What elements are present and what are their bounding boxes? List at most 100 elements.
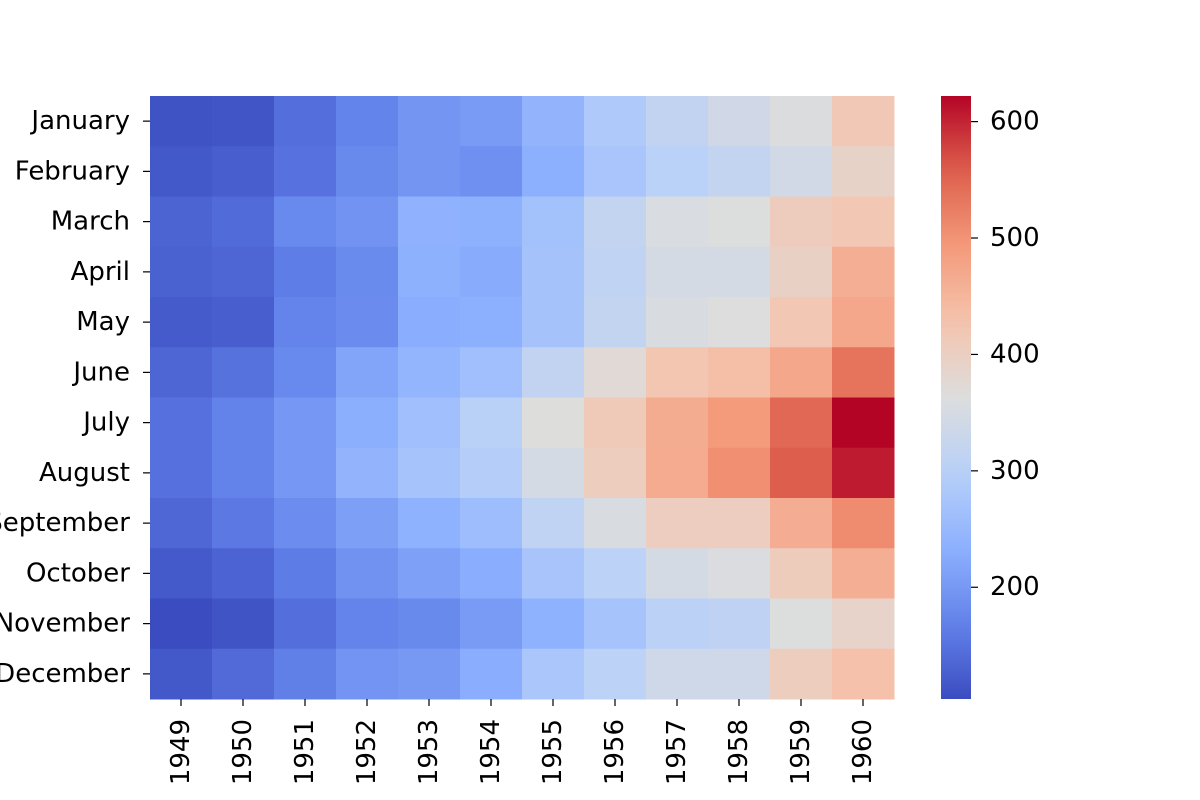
heatmap-cell — [646, 347, 709, 398]
heatmap-cell — [336, 447, 399, 499]
heatmap-cell — [708, 498, 771, 549]
heatmap-cell — [832, 196, 895, 248]
heatmap-cell — [398, 397, 461, 449]
heatmap-cell — [212, 146, 275, 197]
heatmap-cell — [584, 498, 647, 549]
heatmap-cell — [398, 347, 461, 398]
heatmap-cell — [584, 146, 647, 197]
heatmap-cell — [460, 447, 523, 499]
x-tick-label: 1958 — [724, 719, 754, 785]
heatmap-cell — [212, 347, 275, 398]
heatmap-cell — [832, 146, 895, 197]
heatmap-cell — [770, 598, 833, 650]
y-tick-label: November — [0, 609, 130, 639]
heatmap-cell — [398, 648, 461, 700]
heatmap-cell — [150, 196, 213, 248]
heatmap-cell — [708, 598, 771, 650]
heatmap-cell — [522, 598, 585, 650]
heatmap-cell — [398, 498, 461, 549]
heatmap-cell — [522, 96, 585, 147]
heatmap-cell — [150, 447, 213, 499]
heatmap-cell — [708, 196, 771, 248]
x-tick-label: 1951 — [290, 719, 320, 785]
heatmap-cell — [584, 196, 647, 248]
heatmap-cell — [212, 397, 275, 449]
heatmap-cell — [832, 347, 895, 398]
x-tick-label: 1952 — [352, 719, 382, 785]
heatmap-cell — [460, 297, 523, 348]
heatmap-cell — [460, 598, 523, 650]
heatmap-cell — [150, 297, 213, 348]
heatmap-cell — [274, 548, 337, 599]
heatmap-cell — [212, 246, 275, 298]
heatmap-cell — [646, 297, 709, 348]
heatmap-cell — [212, 598, 275, 650]
heatmap-cell — [770, 246, 833, 298]
heatmap-cell — [832, 447, 895, 499]
heatmap-cell — [460, 96, 523, 147]
heatmap-cell — [646, 96, 709, 147]
heatmap-cell — [274, 96, 337, 147]
heatmap-cell — [274, 648, 337, 700]
heatmap-cell — [522, 447, 585, 499]
heatmap-cell — [150, 598, 213, 650]
colorbar-tick-label: 600 — [990, 107, 1040, 137]
heatmap-cell — [274, 447, 337, 499]
heatmap-cell — [150, 648, 213, 700]
colorbar-tick-label: 300 — [990, 456, 1040, 486]
heatmap-cell — [584, 96, 647, 147]
heatmap-cell — [522, 146, 585, 197]
colorbar-ticks: 200 300 400 500 600 — [971, 107, 1040, 602]
y-tick-label: October — [26, 558, 130, 588]
heatmap-cell — [832, 548, 895, 599]
heatmap-cell — [150, 96, 213, 147]
heatmap-cell — [708, 96, 771, 147]
y-tick-label: June — [71, 357, 130, 387]
heatmap-cell — [708, 648, 771, 700]
heatmap-cell — [398, 447, 461, 499]
heatmap-cell — [646, 196, 709, 248]
heatmap-cell — [584, 548, 647, 599]
heatmap-cell — [646, 397, 709, 449]
heatmap-cell — [336, 297, 399, 348]
heatmap-cell — [770, 196, 833, 248]
heatmap-cells — [150, 96, 895, 700]
heatmap-cell — [274, 297, 337, 348]
heatmap-cell — [770, 648, 833, 700]
heatmap-cell — [770, 96, 833, 147]
y-tick-label: February — [15, 156, 130, 186]
heatmap-cell — [832, 246, 895, 298]
heatmap-cell — [460, 648, 523, 700]
heatmap-cell — [584, 598, 647, 650]
heatmap-cell — [274, 598, 337, 650]
heatmap-cell — [460, 246, 523, 298]
heatmap-cell — [708, 347, 771, 398]
heatmap-cell — [522, 297, 585, 348]
heatmap-cell — [336, 96, 399, 147]
heatmap-cell — [646, 246, 709, 298]
heatmap-cell — [398, 196, 461, 248]
x-axis: 1949 1950 1951 1952 1953 1954 1955 1956 1957 1958… — [166, 699, 878, 785]
heatmap-cell — [708, 397, 771, 449]
heatmap-cell — [336, 146, 399, 197]
y-tick-label: January — [29, 106, 130, 136]
y-tick-label: April — [71, 257, 130, 287]
heatmap-cell — [584, 397, 647, 449]
heatmap-cell — [398, 548, 461, 599]
heatmap-cell — [150, 347, 213, 398]
x-tick-label: 1960 — [848, 719, 878, 785]
heatmap-cell — [150, 548, 213, 599]
heatmap-cell — [770, 447, 833, 499]
heatmap-cell — [832, 648, 895, 700]
y-tick-label: September — [0, 508, 130, 538]
y-tick-label: July — [81, 408, 130, 438]
heatmap-cell — [708, 246, 771, 298]
heatmap-cell — [274, 347, 337, 398]
heatmap-cell — [584, 347, 647, 398]
heatmap-cell — [212, 196, 275, 248]
heatmap-cell — [336, 548, 399, 599]
x-tick-label: 1953 — [414, 719, 444, 785]
colorbar-tick-label: 200 — [990, 572, 1040, 602]
x-tick-label: 1954 — [476, 719, 506, 785]
